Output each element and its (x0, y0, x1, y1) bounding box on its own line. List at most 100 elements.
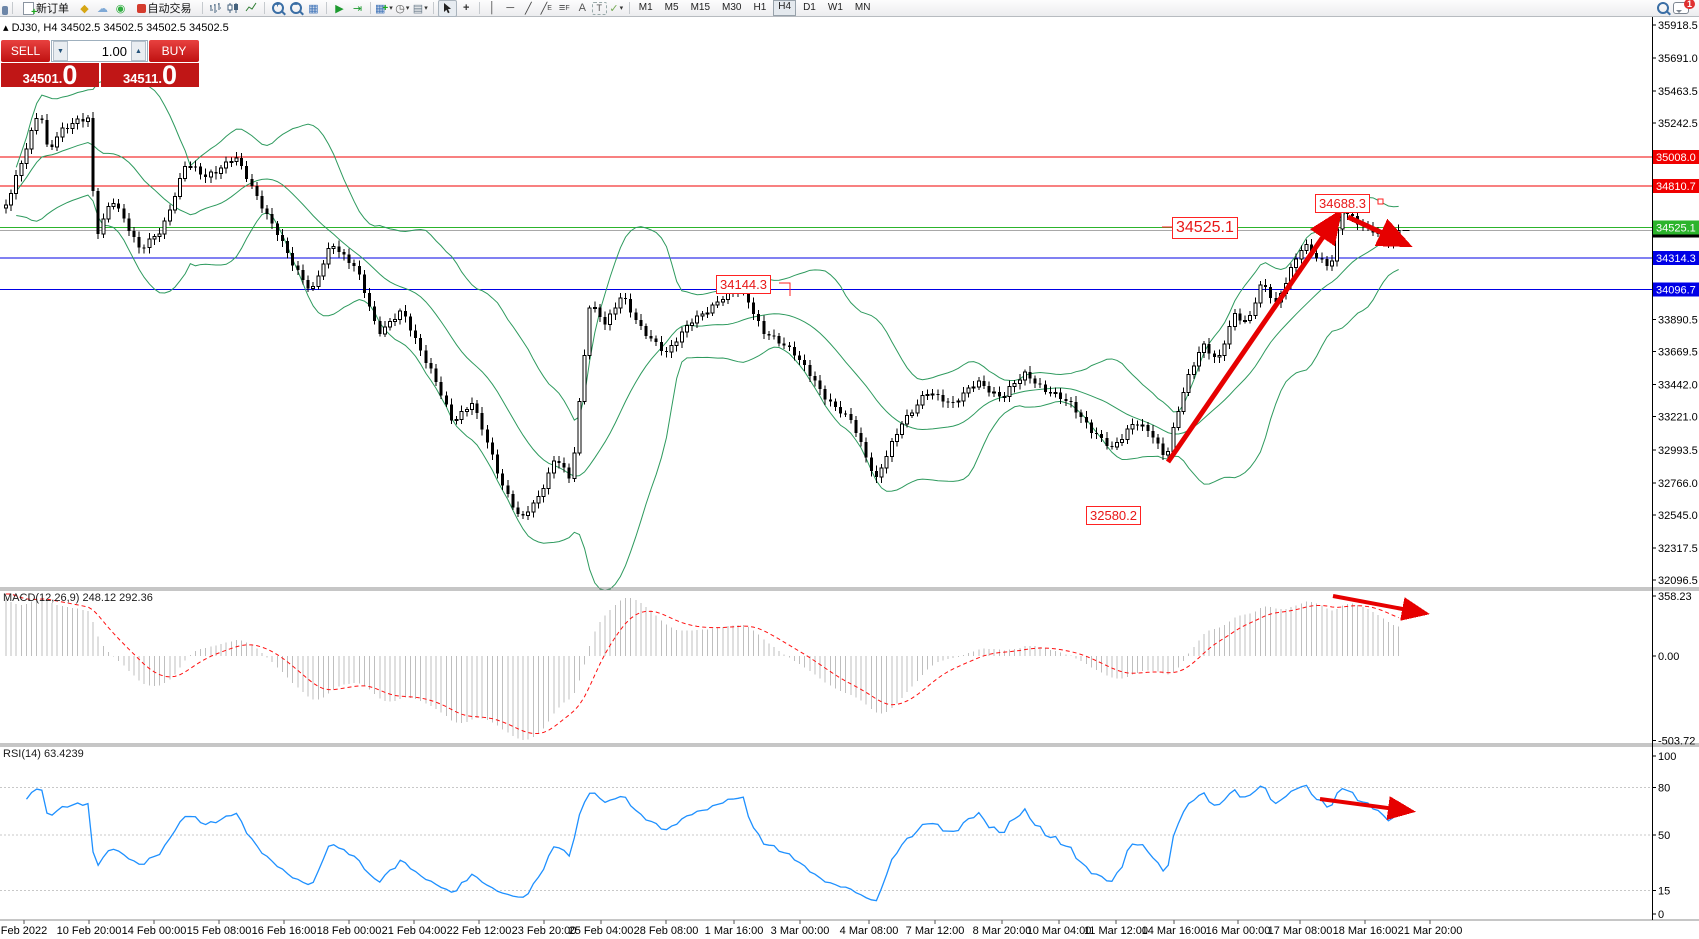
svg-text:4 Mar 08:00: 4 Mar 08:00 (840, 925, 899, 937)
svg-text:0.00: 0.00 (1658, 651, 1679, 663)
svg-text:32317.5: 32317.5 (1658, 543, 1698, 555)
timeframe-button-W1[interactable]: W1 (827, 2, 843, 13)
chart-shift-icon[interactable]: ⇥ (352, 2, 363, 15)
time-axis[interactable]: Feb 2022 10 Feb 20:00 14 Feb 00:00 15 Feb 0… (1, 920, 1463, 937)
annotation-connector (779, 282, 791, 296)
line-chart-type-icon[interactable] (243, 1, 260, 16)
volume-increase-button[interactable]: ▲ (131, 41, 146, 61)
svg-text:10 Mar 04:00: 10 Mar 04:00 (1027, 925, 1092, 937)
timeframe-button-M1[interactable]: M1 (638, 2, 653, 13)
timeframe-button-H4[interactable]: H4 (773, 0, 797, 16)
zoom-out-icon[interactable]: − (287, 1, 304, 16)
buy-button[interactable]: BUY (149, 40, 199, 62)
chart-symbol: DJ30, H4 (11, 22, 58, 34)
toolbar-separator (432, 2, 434, 14)
cloud-icon[interactable]: ☁ (97, 2, 108, 15)
svg-text:33221.0: 33221.0 (1658, 412, 1698, 424)
autotrade-button[interactable]: 自动交易 (130, 1, 198, 16)
sell-price-big-digit: 0 (62, 63, 78, 87)
timeframe-group: M1 M5 M15 M30 H1 H4 D1 W1 MN (634, 0, 876, 16)
text-label-tool[interactable]: T (591, 1, 607, 15)
svg-text:10 Feb 20:00: 10 Feb 20:00 (57, 925, 122, 937)
partial-icon (2, 5, 8, 15)
svg-text:33669.5: 33669.5 (1658, 347, 1698, 359)
svg-text:8 Mar 20:00: 8 Mar 20:00 (973, 925, 1032, 937)
new-chart-menu[interactable]: ▦ + ▾ (375, 2, 393, 15)
axis-price-label: 34096.7 (1653, 282, 1699, 297)
price-annotation[interactable]: 34688.3 (1315, 194, 1370, 213)
svg-text:32096.5: 32096.5 (1658, 575, 1698, 587)
svg-text:32545.0: 32545.0 (1658, 510, 1698, 522)
candle-chart-type-icon[interactable] (225, 1, 242, 16)
vertical-line-tool[interactable]: │ (488, 2, 496, 14)
bollinger-bands (15, 74, 1399, 591)
chart-ohlc: 34502.5 34502.5 34502.5 34502.5 (60, 22, 229, 34)
macd-axis: 358.23 0.00 -503.72 (1652, 591, 1695, 747)
buy-price-small: 34511. (122, 71, 162, 86)
panel-collapse-icon[interactable]: ▴ (3, 22, 9, 34)
svg-text:34810.7: 34810.7 (1656, 181, 1696, 193)
broadcast-icon[interactable]: ◉ (115, 2, 126, 15)
axis-price-label: 34525.1 (1653, 220, 1699, 235)
svg-text:18 Feb 00:00: 18 Feb 00:00 (317, 925, 382, 937)
sell-price-small: 34501. (22, 71, 63, 86)
axis-price-label: 35008.0 (1653, 150, 1699, 165)
toolbar-separator (478, 2, 480, 14)
timeframe-button-M15[interactable]: M15 (690, 2, 711, 13)
timeframe-button-M5[interactable]: M5 (664, 2, 679, 13)
trend-arrows[interactable] (1165, 208, 1430, 820)
timeframe-button-MN[interactable]: MN (854, 2, 871, 13)
crosshair-tool-button[interactable]: + (463, 2, 470, 14)
profiles-menu[interactable]: ◷ ▾ (395, 2, 410, 15)
macd-signal-line (6, 593, 1399, 735)
svg-text:21 Mar 20:00: 21 Mar 20:00 (1398, 925, 1463, 937)
timeframe-button-H1[interactable]: H1 (753, 2, 767, 13)
svg-text:25 Feb 04:00: 25 Feb 04:00 (569, 925, 634, 937)
diamond-icon[interactable]: ◆ (80, 2, 89, 15)
volume-input[interactable]: 1.00 (101, 43, 127, 59)
svg-text:14 Mar 16:00: 14 Mar 16:00 (1142, 925, 1207, 937)
text-tool[interactable]: A (578, 2, 586, 14)
svg-text:35691.0: 35691.0 (1658, 53, 1698, 65)
cursor-tool-button[interactable] (437, 0, 457, 17)
svg-text:35008.0: 35008.0 (1656, 152, 1696, 164)
rsi-label: RSI(14) 63.4239 (3, 748, 84, 760)
annotation-connector (1377, 198, 1384, 205)
svg-text:33890.5: 33890.5 (1658, 315, 1698, 327)
chart-title: ▴ DJ30, H4 34502.5 34502.5 34502.5 34502… (3, 21, 229, 34)
sell-price[interactable]: 34501. 0 (1, 63, 99, 87)
timeframe-button-M30[interactable]: M30 (722, 2, 742, 13)
volume-decrease-button[interactable]: ▼ (53, 41, 68, 61)
chat-icon[interactable]: 1 (1672, 0, 1695, 16)
autotrade-icon (136, 3, 146, 13)
toolbar-separator (264, 2, 265, 14)
buy-price[interactable]: 34511. 0 (101, 63, 199, 87)
notification-badge: 1 (1683, 0, 1695, 9)
zoom-in-icon[interactable]: + (269, 1, 286, 16)
svg-text:80: 80 (1658, 783, 1670, 795)
svg-text:32766.0: 32766.0 (1658, 478, 1698, 490)
new-order-button[interactable]: + 新订单 (17, 1, 75, 17)
price-annotation[interactable]: 32580.2 (1086, 506, 1141, 525)
timeframe-button-D1[interactable]: D1 (803, 2, 816, 13)
trendline-tool[interactable]: ╱ (524, 2, 532, 15)
svg-text:35463.5: 35463.5 (1658, 86, 1698, 98)
auto-scroll-icon[interactable]: ▶ (335, 2, 344, 15)
price-annotation[interactable]: 34144.3 (716, 275, 771, 294)
price-axis[interactable]: 35918.5 35691.0 35463.5 35242.5 33890.5 33669… (1652, 20, 1698, 587)
sell-button[interactable]: SELL (1, 40, 50, 62)
bar-chart-type-icon[interactable] (207, 1, 224, 16)
svg-text:21 Feb 04:00: 21 Feb 04:00 (382, 925, 447, 937)
tile-windows-icon[interactable]: ▦ (308, 2, 319, 15)
horizontal-line-tool[interactable]: ─ (506, 2, 515, 14)
channel-tool[interactable]: ╱ E (540, 2, 552, 15)
toolbar-separator (370, 2, 371, 14)
search-icon[interactable] (1654, 1, 1671, 16)
fibonacci-tool[interactable]: ≡ F (558, 2, 570, 14)
templates-menu-icon[interactable]: ▤ ▾ (412, 2, 428, 15)
arrows-tool-menu[interactable]: ✓ ▾ (609, 2, 624, 15)
axis-price-label: 34810.7 (1653, 178, 1699, 193)
price-annotation[interactable]: 34525.1 (1172, 217, 1238, 239)
